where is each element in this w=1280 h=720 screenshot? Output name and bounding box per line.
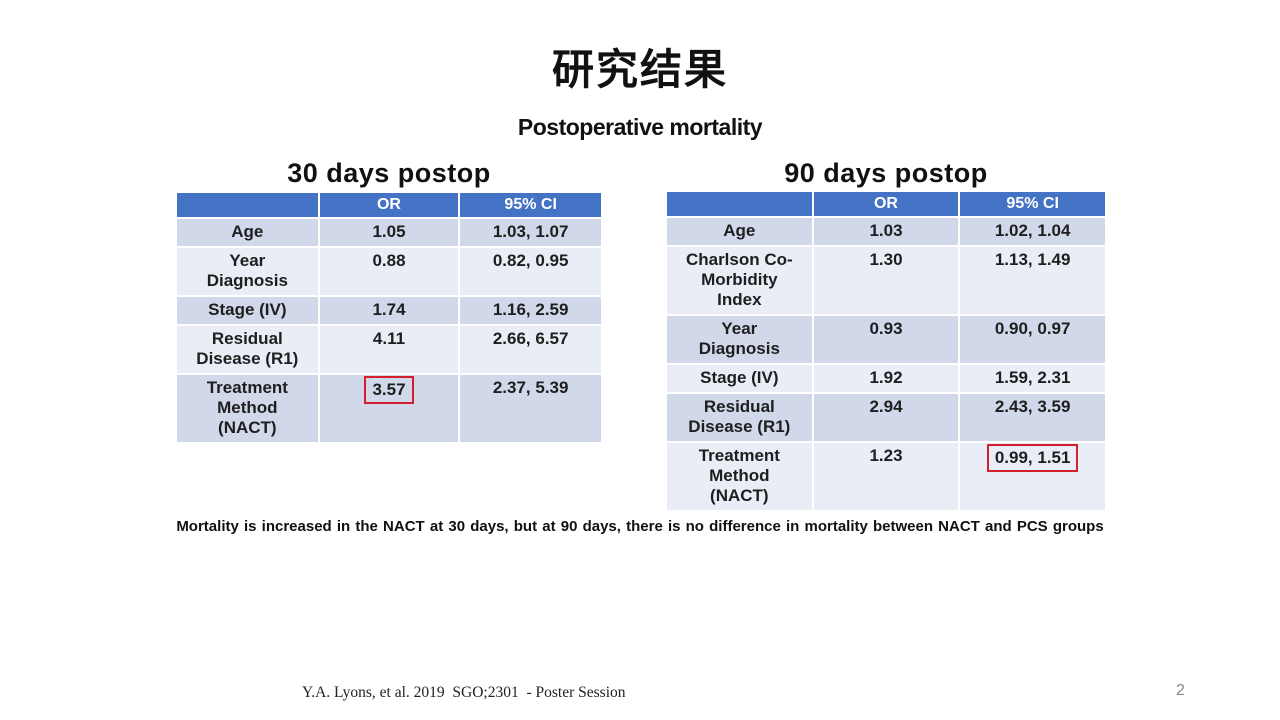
row-label: Charlson Co-Morbidity Index xyxy=(667,247,812,314)
table-row: Treatment Method (NACT) 3.57 2.37, 5.39 xyxy=(177,375,601,442)
row-ci: 2.66, 6.57 xyxy=(460,326,601,373)
header-variable xyxy=(667,192,812,216)
row-or: 4.11 xyxy=(319,326,459,373)
row-or: 2.94 xyxy=(813,394,959,441)
row-label: Age xyxy=(667,218,812,245)
highlight-box-ci: 0.99, 1.51 xyxy=(986,444,1079,472)
slide-subtitle: Postoperative mortality xyxy=(517,114,763,140)
row-label: Residual Disease (R1) xyxy=(667,394,812,441)
row-or: 0.88 xyxy=(319,248,459,295)
slide-title: 研究结果 xyxy=(551,45,728,94)
row-label: Stage (IV) xyxy=(177,297,318,324)
table-row: Year Diagnosis 0.93 0.90, 0.97 xyxy=(667,316,1105,363)
row-label: Year Diagnosis xyxy=(667,316,812,363)
row-ci: 1.59, 2.31 xyxy=(960,365,1105,392)
row-or: 1.03 xyxy=(813,218,959,245)
row-label: Treatment Method (NACT) xyxy=(177,375,318,442)
table-row: Stage (IV) 1.74 1.16, 2.59 xyxy=(177,297,601,324)
row-label: Year Diagnosis xyxy=(177,248,318,295)
table-header-row: OR 95% CI xyxy=(667,192,1105,216)
header-or: OR xyxy=(319,193,459,217)
table-90-days: OR 95% CI Age 1.03 1.02, 1.04 Charlson C… xyxy=(665,190,1107,512)
row-or: 0.93 xyxy=(813,316,959,363)
table-header-row: OR 95% CI xyxy=(177,193,601,217)
row-ci: 1.03, 1.07 xyxy=(460,219,601,246)
citation: Y.A. Lyons, et al. 2019 SGO;2301 - Poste… xyxy=(302,684,626,701)
highlight-box-or: 3.57 xyxy=(364,376,414,404)
row-or: 1.23 xyxy=(813,443,959,510)
row-ci: 0.90, 0.97 xyxy=(960,316,1105,363)
row-label: Treatment Method (NACT) xyxy=(667,443,812,510)
table-row: Charlson Co-Morbidity Index 1.30 1.13, 1… xyxy=(667,247,1105,314)
row-label: Residual Disease (R1) xyxy=(177,326,318,373)
row-ci: 2.37, 5.39 xyxy=(460,375,601,442)
table-90-heading: 90 days postop xyxy=(784,158,988,188)
header-ci: 95% CI xyxy=(460,193,601,217)
table-30-heading: 30 days postop xyxy=(287,158,491,188)
header-variable xyxy=(177,193,318,217)
table-30-days: OR 95% CI Age 1.05 1.03, 1.07 Year Diagn… xyxy=(175,191,603,444)
table-row: Age 1.05 1.03, 1.07 xyxy=(177,219,601,246)
row-or: 1.30 xyxy=(813,247,959,314)
page-number: 2 xyxy=(1176,682,1185,699)
row-or-cell: 3.57 xyxy=(319,375,459,442)
row-label: Stage (IV) xyxy=(667,365,812,392)
row-or: 1.05 xyxy=(319,219,459,246)
row-ci-cell: 0.99, 1.51 xyxy=(960,443,1105,510)
header-or: OR xyxy=(813,192,959,216)
header-ci: 95% CI xyxy=(960,192,1105,216)
row-label: Age xyxy=(177,219,318,246)
row-ci: 1.13, 1.49 xyxy=(960,247,1105,314)
table-row: Residual Disease (R1) 4.11 2.66, 6.57 xyxy=(177,326,601,373)
table-row: Year Diagnosis 0.88 0.82, 0.95 xyxy=(177,248,601,295)
row-or: 1.74 xyxy=(319,297,459,324)
row-ci: 2.43, 3.59 xyxy=(960,394,1105,441)
row-ci: 0.82, 0.95 xyxy=(460,248,601,295)
table-row: Stage (IV) 1.92 1.59, 2.31 xyxy=(667,365,1105,392)
row-ci: 1.02, 1.04 xyxy=(960,218,1105,245)
table-row: Age 1.03 1.02, 1.04 xyxy=(667,218,1105,245)
row-or: 1.92 xyxy=(813,365,959,392)
table-row: Residual Disease (R1) 2.94 2.43, 3.59 xyxy=(667,394,1105,441)
row-ci: 1.16, 2.59 xyxy=(460,297,601,324)
conclusion-note: Mortality is increased in the NACT at 30… xyxy=(176,518,1104,535)
table-row: Treatment Method (NACT) 1.23 0.99, 1.51 xyxy=(667,443,1105,510)
